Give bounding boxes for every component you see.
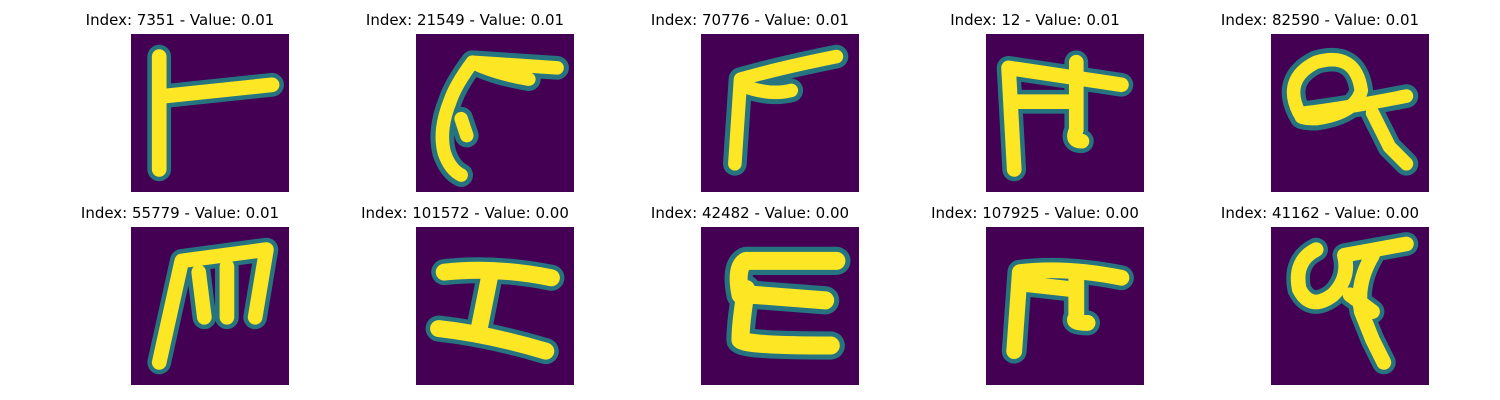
panel-title: Index: 55779 - Value: 0.01 xyxy=(80,204,280,222)
panel-title: Index: 101572 - Value: 0.00 xyxy=(361,204,569,222)
character-image xyxy=(701,34,859,192)
character-glyph xyxy=(1271,34,1429,192)
character-image xyxy=(416,227,574,385)
panel-8: Index: 42482 - Value: 0.00 xyxy=(600,193,900,385)
panel-6: Index: 55779 - Value: 0.01 xyxy=(30,193,330,385)
character-glyph xyxy=(701,227,859,385)
character-glyph xyxy=(416,227,574,385)
character-image xyxy=(701,227,859,385)
character-glyph xyxy=(986,227,1144,385)
panel-9: Index: 107925 - Value: 0.00 xyxy=(885,193,1185,385)
character-glyph xyxy=(131,227,289,385)
panel-7: Index: 101572 - Value: 0.00 xyxy=(315,193,615,385)
character-image xyxy=(131,34,289,192)
character-image xyxy=(416,34,574,192)
panel-title: Index: 41162 - Value: 0.00 xyxy=(1220,204,1420,222)
character-image xyxy=(1271,34,1429,192)
character-glyph xyxy=(1271,227,1429,385)
panel-title: Index: 42482 - Value: 0.00 xyxy=(650,204,850,222)
panel-2: Index: 21549 - Value: 0.01 xyxy=(315,0,615,192)
panel-title: Index: 107925 - Value: 0.00 xyxy=(931,204,1139,222)
panel-title: Index: 21549 - Value: 0.01 xyxy=(365,11,565,29)
panel-10: Index: 41162 - Value: 0.00 xyxy=(1170,193,1470,385)
panel-title: Index: 82590 - Value: 0.01 xyxy=(1220,11,1420,29)
character-image xyxy=(986,34,1144,192)
character-image xyxy=(1271,227,1429,385)
character-glyph xyxy=(986,34,1144,192)
character-glyph xyxy=(131,34,289,192)
panel-title: Index: 70776 - Value: 0.01 xyxy=(650,11,850,29)
panel-title: Index: 12 - Value: 0.01 xyxy=(950,11,1120,29)
panel-4: Index: 12 - Value: 0.01 xyxy=(885,0,1185,192)
panel-1: Index: 7351 - Value: 0.01 xyxy=(30,0,330,192)
panel-5: Index: 82590 - Value: 0.01 xyxy=(1170,0,1470,192)
character-glyph xyxy=(701,34,859,192)
panel-title: Index: 7351 - Value: 0.01 xyxy=(85,11,275,29)
panel-3: Index: 70776 - Value: 0.01 xyxy=(600,0,900,192)
character-glyph xyxy=(416,34,574,192)
character-image xyxy=(131,227,289,385)
character-image xyxy=(986,227,1144,385)
